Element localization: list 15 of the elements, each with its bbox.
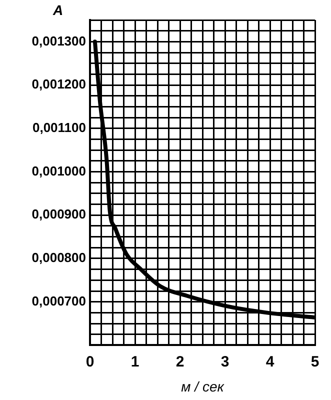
x-tick-label: 3 xyxy=(220,353,230,370)
x-tick-label: 5 xyxy=(310,353,320,370)
y-tick-label: 0,000700 xyxy=(32,293,86,308)
y-tick-label: 0,001200 xyxy=(32,76,86,92)
x-tick-label: 1 xyxy=(130,353,140,370)
y-tick-label: 0,000900 xyxy=(32,206,86,222)
y-tick-label: 0,001100 xyxy=(32,120,86,135)
y-tick-label: 0,000800 xyxy=(32,250,86,266)
y-axis-title: A xyxy=(52,2,64,18)
x-tick-label: 0 xyxy=(86,353,94,370)
y-tick-label: 0,001300 xyxy=(32,33,86,48)
y-tick-label: 0,001000 xyxy=(32,163,86,178)
x-tick-label: 4 xyxy=(266,353,275,370)
x-tick-label: 2 xyxy=(176,353,184,370)
x-axis-title: м / сек xyxy=(181,378,226,394)
